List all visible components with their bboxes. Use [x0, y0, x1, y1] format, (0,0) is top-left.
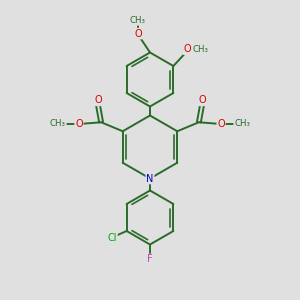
Text: O: O	[217, 119, 225, 129]
Text: Cl: Cl	[107, 232, 117, 243]
Text: CH₃: CH₃	[234, 119, 250, 128]
Text: F: F	[147, 254, 153, 265]
Text: O: O	[75, 119, 83, 129]
Text: O: O	[198, 95, 206, 105]
Text: CH₃: CH₃	[130, 16, 146, 25]
Text: N: N	[146, 173, 154, 184]
Text: CH₃: CH₃	[50, 119, 66, 128]
Text: CH₃: CH₃	[192, 45, 208, 54]
Text: O: O	[184, 44, 191, 54]
Text: O: O	[94, 95, 102, 105]
Text: O: O	[134, 28, 142, 39]
